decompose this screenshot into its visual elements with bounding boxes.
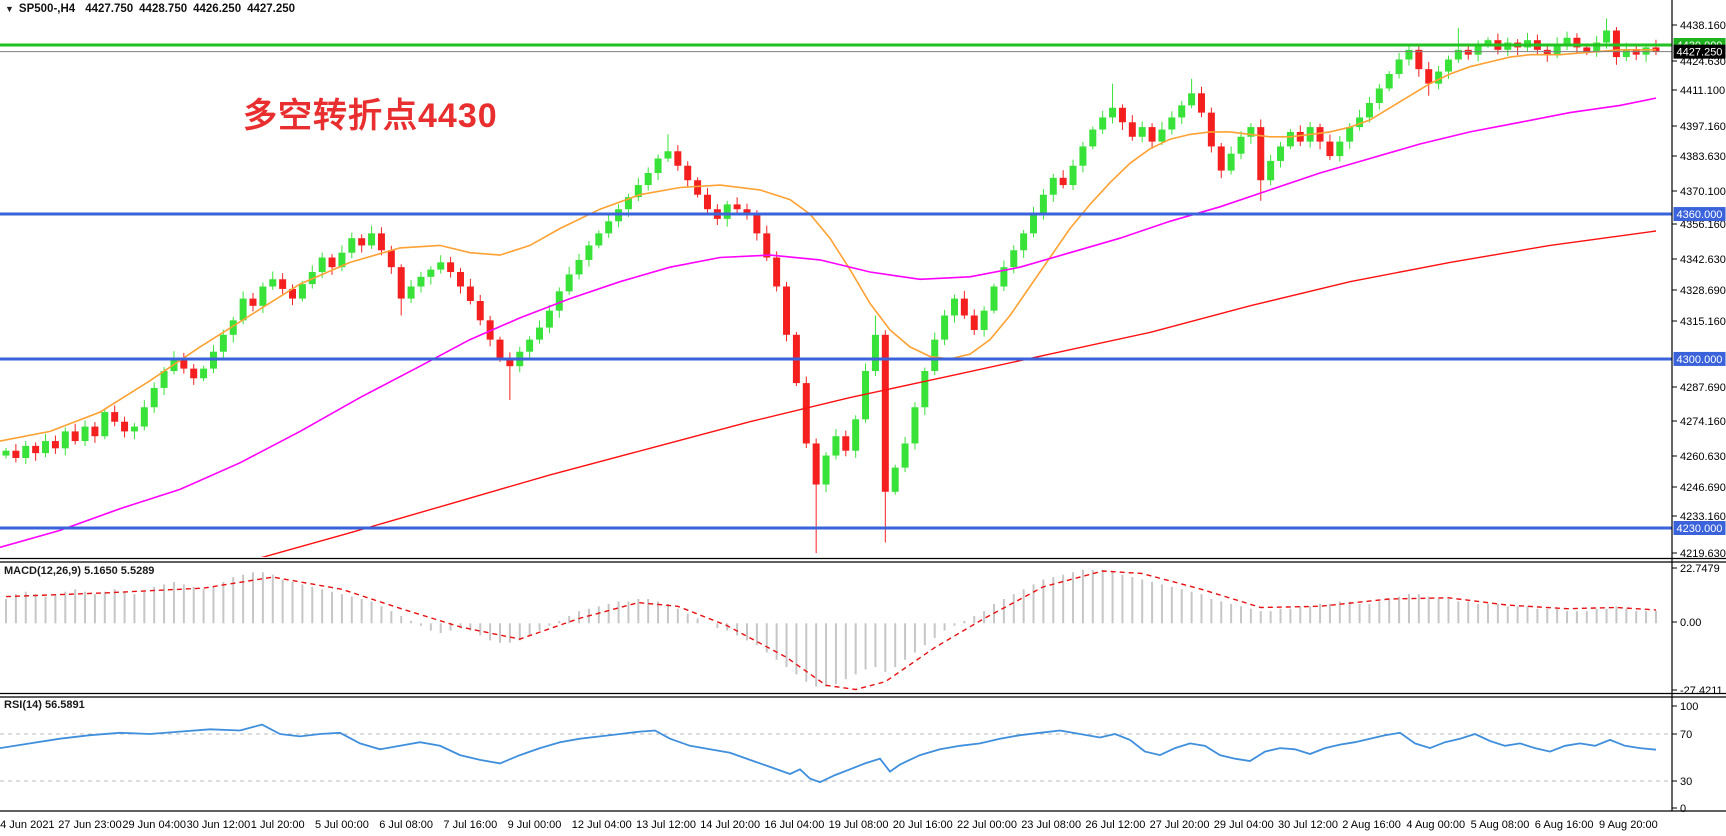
price-axis-label: -27.4211 (1680, 685, 1723, 697)
time-axis-label: 29 Jun 04:00 (122, 819, 186, 831)
time-axis-label: 30 Jul 12:00 (1278, 819, 1338, 831)
time-axis-label: 27 Jun 23:00 (58, 819, 122, 831)
price-axis-label: 30 (1680, 776, 1692, 788)
price-axis-label: 4287.690 (1680, 382, 1726, 394)
macd-histogram (5, 569, 1657, 687)
price-axis-label: 4370.100 (1680, 186, 1726, 198)
ma-fast-line (0, 48, 1656, 442)
price-axis-label: 4397.160 (1680, 121, 1726, 133)
price-axis-label: 70 (1680, 729, 1692, 741)
time-axis-label: 4 Aug 00:00 (1406, 819, 1465, 831)
quote-high: 4428.750 (139, 3, 188, 15)
level-price-tag (1673, 44, 1726, 59)
price-axis-label: 4274.160 (1680, 416, 1726, 428)
ma-mid-line (0, 97, 1657, 549)
macd-indicator-label: MACD(12,26,9) 5.1650 5.5289 (4, 565, 155, 577)
time-axis-label: 12 Jul 04:00 (572, 819, 632, 831)
time-axis-label: 30 Jun 12:00 (187, 819, 251, 831)
time-axis-label: 14 Jul 20:00 (700, 819, 760, 831)
quote-low: 4426.250 (193, 3, 242, 15)
price-axis-label: 4233.160 (1680, 511, 1726, 523)
price-axis-label: 100 (1680, 701, 1698, 713)
time-axis-label: 26 Jul 12:00 (1085, 819, 1145, 831)
macd-signal-line (5, 570, 1657, 691)
ma-slow-line (260, 230, 1657, 557)
level-price-tag (1673, 351, 1726, 366)
time-axis-label: 5 Jul 00:00 (315, 819, 369, 831)
chart-annotation-text[interactable]: 多空转折点4430 (243, 97, 498, 135)
time-axis-label: 13 Jul 12:00 (636, 819, 696, 831)
price-axis-label: 4424.630 (1680, 56, 1726, 68)
price-axis-label: 4411.100 (1680, 85, 1725, 97)
level-price-tag-text: 4230.000 (1677, 523, 1723, 535)
time-axis-label: 20 Jul 16:00 (893, 819, 953, 831)
collapse-indicator-icon[interactable]: ▼ (5, 4, 14, 14)
price-axis-label: 4383.630 (1680, 151, 1726, 163)
time-axis-label: 1 Jul 20:00 (251, 819, 305, 831)
time-axis-label: 9 Aug 20:00 (1599, 819, 1658, 831)
level-price-tag-text: 4427.250 (1677, 47, 1723, 59)
level-price-tag-text: 4360.000 (1677, 209, 1723, 221)
time-axis-label: 29 Jul 04:00 (1214, 819, 1274, 831)
price-axis-label: 22.7479 (1680, 563, 1720, 575)
rsi-indicator-label: RSI(14) 56.5891 (4, 699, 85, 711)
price-axis-label: 4260.630 (1680, 451, 1726, 463)
symbol-timeframe-label: SP500-,H4 (18, 3, 76, 15)
quote-open: 4427.750 (85, 3, 134, 15)
time-axis[interactable]: 24 Jun 2021 27 Jun 23:00 29 Jun 04:00 30 Ju… (0, 819, 1658, 831)
price-axis-label: 0 (1680, 803, 1686, 815)
time-axis-label: 19 Jul 08:00 (829, 819, 889, 831)
price-axis-label: 4438.160 (1680, 20, 1726, 32)
time-axis-label: 9 Jul 00:00 (508, 819, 562, 831)
time-axis-label: 24 Jun 2021 (0, 819, 55, 831)
time-axis-label: 5 Aug 08:00 (1471, 819, 1530, 831)
level-price-tag-text: 4300.000 (1677, 354, 1723, 366)
time-axis-label: 16 Jul 04:00 (764, 819, 824, 831)
level-price-tag (1673, 207, 1726, 222)
rsi-line (0, 723, 1657, 784)
price-axis[interactable]: 4438.160 4424.630 4411.100 4397.160 4383.630… (1672, 20, 1726, 815)
time-axis-label: 6 Aug 16:00 (1535, 819, 1594, 831)
symbol-info-bar: ▼ SP500-,H4 4427.750 4428.750 4426.250 4… (5, 3, 301, 15)
quote-close: 4427.250 (247, 3, 296, 15)
price-axis-label: 0.00 (1680, 617, 1701, 629)
price-axis-label: 4219.630 (1680, 548, 1726, 560)
time-axis-label: 23 Jul 08:00 (1021, 819, 1081, 831)
time-axis-label: 7 Jul 16:00 (443, 819, 497, 831)
time-axis-label: 6 Jul 08:00 (379, 819, 433, 831)
price-axis-label: 4328.690 (1680, 285, 1726, 297)
price-axis-label: 4246.690 (1680, 482, 1726, 494)
candlesticks[interactable] (2, 18, 1660, 554)
level-price-tag (1673, 521, 1726, 535)
time-axis-label: 27 Jul 20:00 (1150, 819, 1210, 831)
price-axis-label: 4356.160 (1680, 219, 1726, 231)
price-axis-label: 4315.160 (1680, 316, 1726, 328)
price-axis-label: 4342.630 (1680, 254, 1726, 266)
time-axis-label: 22 Jul 00:00 (957, 819, 1017, 831)
time-axis-label: 2 Aug 16:00 (1342, 819, 1401, 831)
